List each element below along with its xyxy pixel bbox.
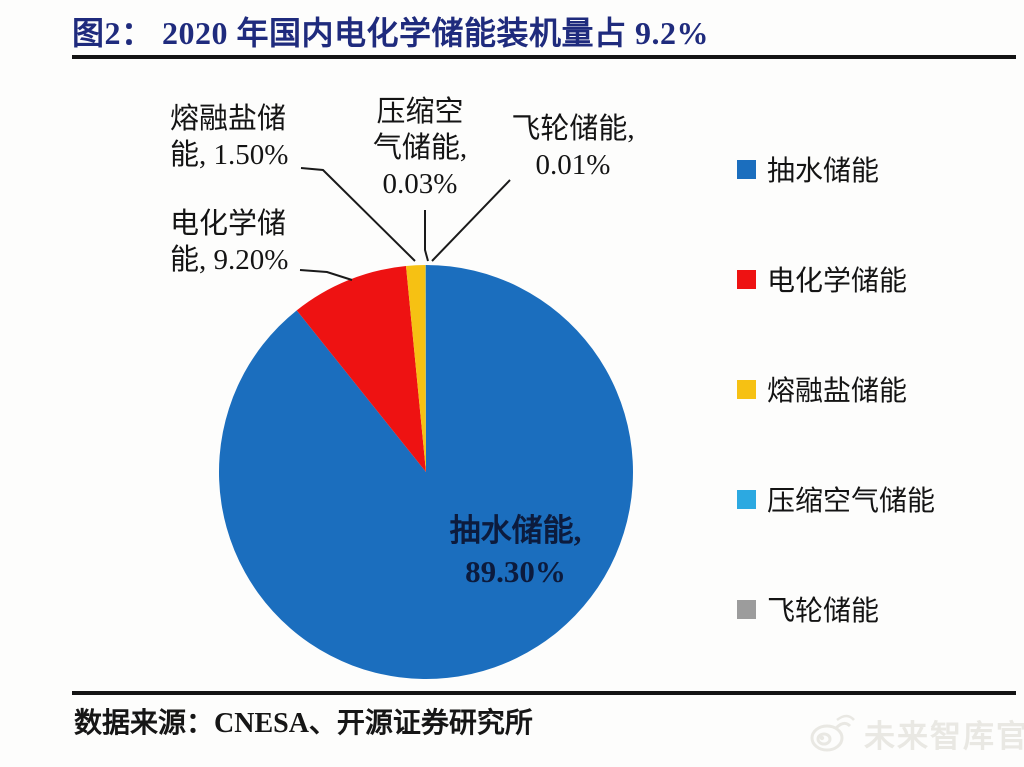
- callout-label-compressed-air: 压缩空 气储能, 0.03%: [372, 96, 468, 200]
- legend-label: 飞轮储能: [767, 596, 880, 627]
- legend-swatch-gold-icon: [737, 379, 756, 399]
- watermark-text: 未来智库官网: [864, 718, 1024, 754]
- legend-item-pumped-hydro: 抽水储能: [737, 151, 935, 187]
- legend-swatch-red-icon: [737, 269, 756, 289]
- footer-divider-rule: [72, 691, 1016, 695]
- legend-swatch-blue-icon: [737, 159, 756, 179]
- callout-label-molten-salt: 熔融盐储 能, 1.50%: [170, 103, 289, 171]
- title-divider-rule: [72, 55, 1016, 59]
- watermark: 未来智库官网: [806, 710, 1024, 756]
- legend-swatch-gray-icon: [737, 599, 756, 619]
- callout-label-electrochemical: 电化学储 能, 9.20%: [170, 208, 289, 276]
- pie-slice-2: [406, 265, 426, 472]
- data-source-text: 数据来源：CNESA、开源证券研究所: [74, 708, 533, 739]
- legend-item-molten-salt: 熔融盐储能: [737, 371, 935, 407]
- figure-title: 图2： 2020 年国内电化学储能装机量占 9.2%: [72, 15, 710, 51]
- leader-line-compressed-air: [424, 210, 429, 262]
- leader-line-electrochemical: [299, 269, 353, 281]
- pie-slice-3: [425, 264, 426, 472]
- legend-item-electrochemical: 电化学储能: [737, 261, 935, 297]
- pie-slices-group: [218, 264, 633, 679]
- legend: 抽水储能 电化学储能 熔融盐储能 压缩空气储能 飞轮储能: [737, 151, 935, 627]
- weibo-logo-icon: [810, 714, 855, 752]
- pie-inside-label-pumped-hydro: 抽水储能, 89.30%: [449, 513, 582, 589]
- legend-swatch-lightblue-icon: [737, 489, 756, 509]
- callout-label-flywheel: 飞轮储能, 0.01%: [511, 113, 635, 181]
- legend-label: 熔融盐储能: [767, 376, 908, 407]
- leader-line-molten-salt: [300, 167, 416, 262]
- legend-label: 压缩空气储能: [767, 486, 936, 517]
- pie-slice-0: [218, 265, 633, 679]
- leader-line-flywheel: [431, 179, 511, 262]
- legend-label: 电化学储能: [767, 266, 908, 297]
- legend-label: 抽水储能: [767, 156, 880, 187]
- legend-item-compressed-air: 压缩空气储能: [737, 481, 935, 517]
- pie-slice-1: [296, 265, 426, 472]
- callout-leader-lines: [299, 167, 511, 281]
- legend-item-flywheel: 飞轮储能: [737, 591, 935, 627]
